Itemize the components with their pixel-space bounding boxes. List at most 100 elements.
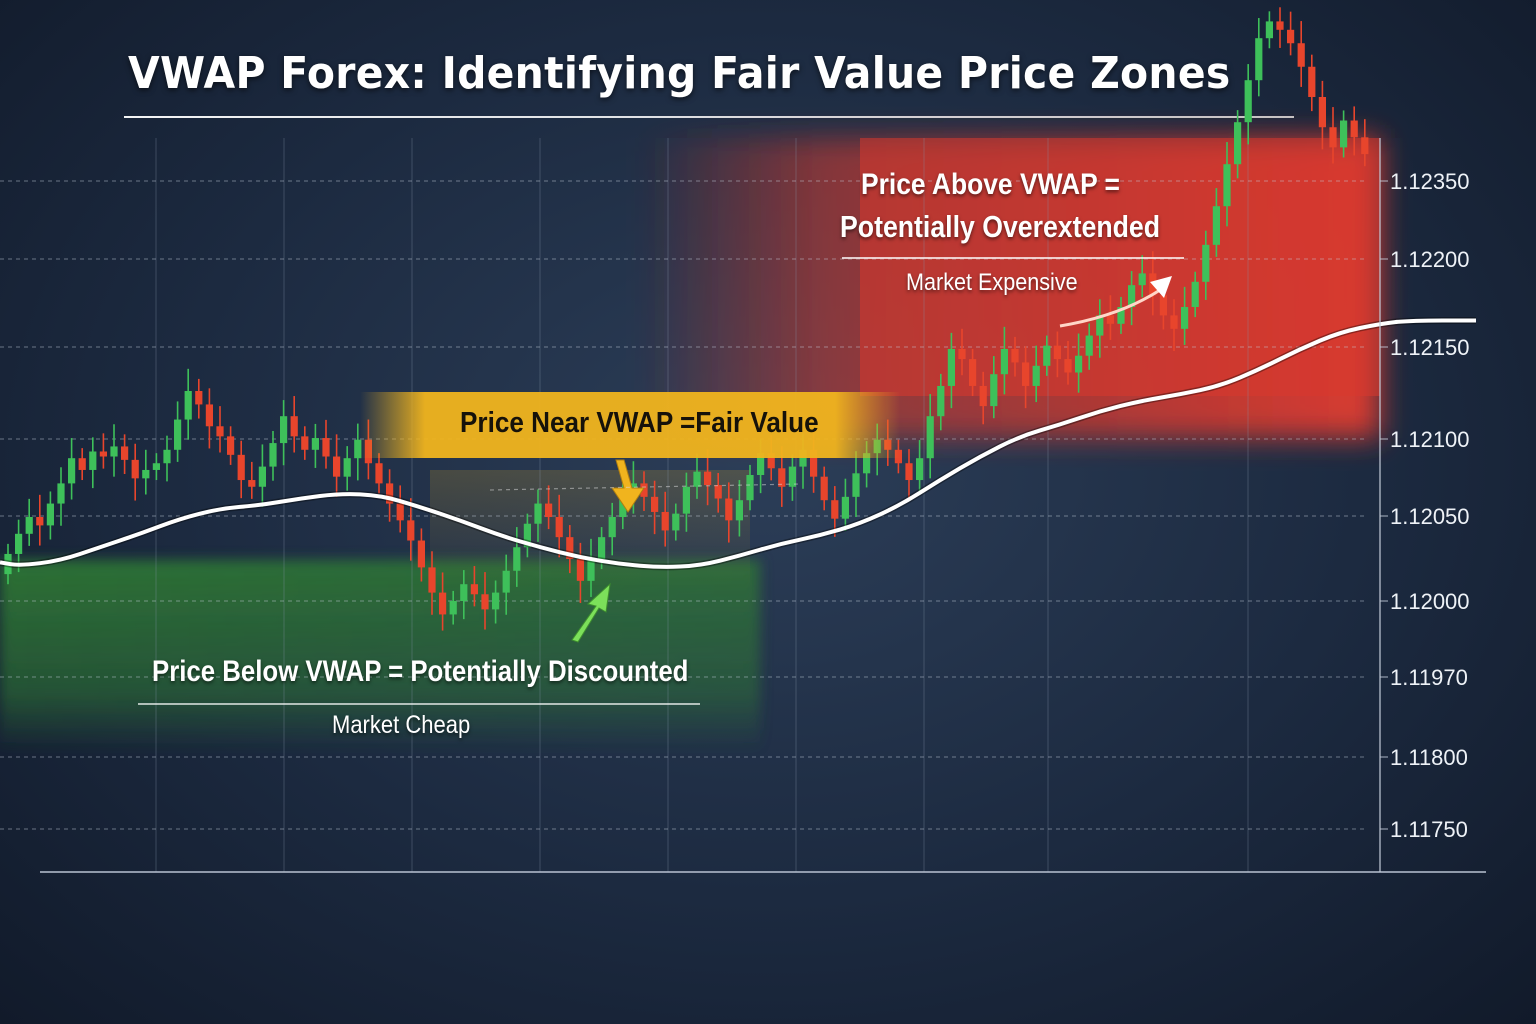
vwap-line: [0, 318, 1476, 569]
y-tick-label: 1.12150: [1390, 335, 1470, 360]
candle-bullish: [25, 517, 33, 534]
expensive-arrow: [1059, 288, 1161, 328]
candle-bullish: [1234, 122, 1242, 165]
candle-bullish: [1265, 21, 1273, 39]
candle-bearish: [1318, 97, 1326, 128]
candle-bullish: [1075, 355, 1083, 373]
candle-bearish: [195, 391, 203, 405]
candle-bearish: [725, 498, 733, 521]
candle-bearish: [237, 454, 245, 481]
candle-bullish: [163, 449, 171, 464]
candle-bearish: [969, 359, 977, 386]
candle-bearish: [205, 404, 213, 427]
candle-bearish: [1170, 315, 1178, 329]
candle-bearish: [481, 594, 489, 610]
candle-bullish: [343, 458, 351, 477]
candle-bullish: [1128, 285, 1136, 307]
candle-bullish: [68, 458, 76, 484]
y-tick-label: 1.11750: [1390, 817, 1468, 842]
candle-bullish: [990, 374, 998, 407]
candle-bearish: [810, 449, 818, 477]
fair-value-banner: [360, 392, 900, 458]
candle-bearish: [555, 517, 563, 538]
candle-bearish: [1287, 29, 1295, 44]
expensive-arrowhead: [1150, 276, 1172, 298]
candle-bullish: [926, 416, 934, 459]
candle-bullish: [788, 466, 796, 487]
candle-bearish: [248, 480, 256, 487]
y-tick-label: 1.11970: [1390, 665, 1468, 690]
discounted-label: Price Below VWAP = Potentially Discounte…: [152, 655, 689, 688]
candle-bearish: [1106, 315, 1114, 324]
candle-bullish: [1212, 206, 1220, 245]
candle-bearish: [386, 483, 394, 504]
candle-bearish: [301, 436, 309, 450]
candle-bullish: [513, 547, 521, 571]
candle-bullish: [1255, 38, 1263, 81]
candle-bullish: [1032, 365, 1040, 386]
candle-bearish: [131, 459, 139, 479]
candle-bullish: [311, 438, 319, 450]
overextended-label: Potentially Overextended: [840, 209, 1161, 244]
candle-bearish: [428, 567, 436, 593]
candle-bullish: [947, 349, 955, 386]
candle-bearish: [1308, 66, 1316, 97]
candle-bullish: [1181, 307, 1189, 329]
candle-bearish: [778, 468, 786, 487]
candle-bearish: [290, 416, 298, 437]
candle-bearish: [979, 385, 987, 407]
candle-bearish: [78, 458, 86, 470]
candle-bullish: [15, 533, 23, 554]
candle-bearish: [1329, 127, 1337, 148]
candle-bearish: [227, 436, 235, 455]
candle-bullish: [608, 517, 616, 538]
fair-value-arrow: [611, 459, 645, 513]
candle-bearish: [1276, 21, 1284, 30]
candle-bullish: [693, 471, 701, 487]
y-tick-label: 1.12200: [1390, 247, 1470, 272]
candle-bearish: [417, 540, 425, 568]
candle-bearish: [576, 559, 584, 581]
candle-bullish: [1043, 345, 1051, 366]
candle-bullish: [1096, 315, 1104, 336]
y-tick-label: 1.12050: [1390, 504, 1470, 529]
candle-bullish: [57, 483, 65, 504]
candle-bullish: [152, 463, 160, 470]
candle-bullish: [174, 419, 182, 450]
y-tick-label: 1.12100: [1390, 427, 1470, 452]
candle-bearish: [820, 476, 828, 501]
candle-bearish: [958, 349, 966, 360]
candle-bearish: [1064, 359, 1072, 373]
candle-bearish: [640, 483, 648, 497]
candle-bearish: [99, 451, 107, 457]
candle-bullish: [46, 503, 54, 526]
candle-bullish: [534, 503, 542, 524]
candle-bearish: [767, 453, 775, 469]
candle-bearish: [470, 584, 478, 595]
candle-bearish: [714, 485, 722, 499]
candle-bullish: [735, 500, 743, 521]
candle-bullish: [110, 446, 118, 457]
candle-bullish: [1000, 349, 1008, 375]
candle-bullish: [916, 458, 924, 481]
candle-bearish: [831, 500, 839, 519]
candle-bearish: [396, 503, 404, 521]
candle-bearish: [407, 520, 415, 541]
candle-bearish: [375, 463, 383, 484]
candle-bearish: [651, 496, 659, 512]
candle-bullish: [937, 385, 945, 417]
candle-bullish: [746, 475, 754, 501]
candle-bullish: [258, 466, 266, 487]
candle-bullish: [598, 537, 606, 559]
candle-bearish: [1053, 345, 1061, 360]
candle-bearish: [905, 463, 913, 481]
candle-bullish: [280, 416, 288, 444]
chart-title: VWAP Forex: Identifying Fair Value Price…: [128, 48, 1231, 99]
candle-bearish: [333, 456, 341, 477]
candle-bearish: [661, 511, 669, 531]
candle-bearish: [1297, 43, 1305, 67]
candle-bullish: [449, 601, 457, 615]
discounted-arrow: [571, 582, 611, 643]
candle-bullish: [672, 513, 680, 531]
